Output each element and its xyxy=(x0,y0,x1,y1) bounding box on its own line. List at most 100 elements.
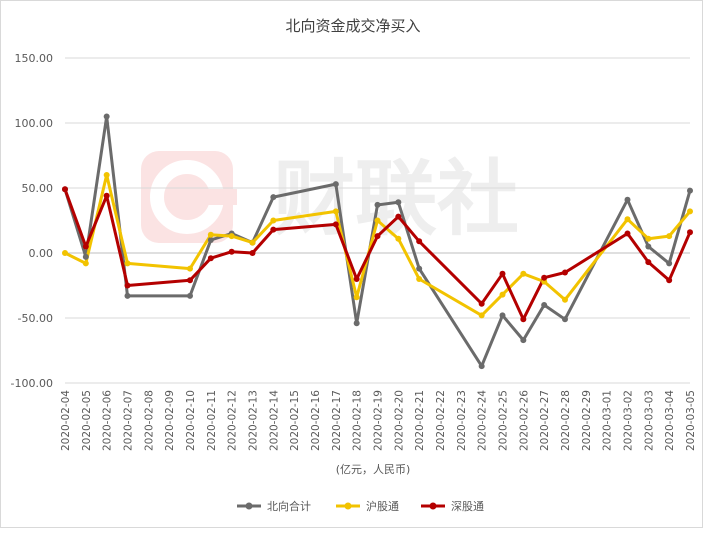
data-point xyxy=(478,363,485,370)
x-tick-label: 2020-02-18 xyxy=(352,390,364,451)
data-point xyxy=(187,265,193,272)
x-tick-label: 2020-03-05 xyxy=(685,390,697,451)
data-point xyxy=(249,239,256,246)
data-point xyxy=(520,270,527,277)
legend: 北向合计 沪股通 深股通 xyxy=(237,499,484,513)
data-point xyxy=(353,294,360,301)
data-point xyxy=(207,231,214,238)
y-tick-label: 150.00 xyxy=(15,52,54,65)
x-tick-label: 2020-03-02 xyxy=(623,390,635,451)
data-point xyxy=(562,316,568,323)
y-tick-label: 50.00 xyxy=(22,182,54,195)
data-point xyxy=(103,172,110,178)
data-point xyxy=(270,226,277,233)
data-point xyxy=(353,276,360,282)
x-tick-label: 2020-02-28 xyxy=(560,390,572,451)
data-point xyxy=(374,217,381,224)
data-point xyxy=(62,250,68,256)
chart-title: 北向资金成交净买入 xyxy=(285,17,420,35)
data-point xyxy=(353,320,360,327)
data-point xyxy=(124,282,131,289)
data-point xyxy=(82,243,89,250)
x-tick-label: 2020-02-06 xyxy=(102,390,114,451)
x-axis: 2020-02-04 2020-02-05 2020-02-06 2020-02-07… xyxy=(60,390,697,451)
y-tick-label: -100.00 xyxy=(11,377,53,390)
x-tick-label: 2020-02-09 xyxy=(164,390,176,451)
data-point xyxy=(687,229,693,236)
data-point xyxy=(478,312,485,319)
data-point xyxy=(249,250,256,256)
data-point xyxy=(541,274,548,281)
data-point xyxy=(332,208,339,215)
data-point xyxy=(478,300,485,307)
data-point xyxy=(499,291,506,298)
x-tick-label: 2020-02-15 xyxy=(289,390,301,451)
data-point xyxy=(187,292,193,299)
data-point xyxy=(687,208,693,215)
x-tick-label: 2020-02-08 xyxy=(143,390,155,451)
data-point xyxy=(666,260,673,267)
data-point xyxy=(645,243,652,250)
data-point xyxy=(228,233,235,240)
x-tick-label: 2020-02-16 xyxy=(310,390,322,451)
data-point xyxy=(416,276,423,282)
data-point xyxy=(687,187,693,194)
y-axis: 150.00 100.00 50.00 0.00 -50.00 -100.00 xyxy=(11,52,53,390)
data-point xyxy=(395,199,402,206)
x-tick-label: 2020-02-22 xyxy=(435,390,447,451)
legend-label-1: 沪股通 xyxy=(366,499,399,513)
x-tick-label: 2020-02-27 xyxy=(539,390,551,451)
legend-label-2: 深股通 xyxy=(451,500,484,513)
data-point xyxy=(207,237,214,243)
data-point xyxy=(624,230,631,237)
data-point xyxy=(562,269,568,276)
data-point xyxy=(416,265,423,272)
data-point xyxy=(374,233,381,240)
x-tick-label: 2020-02-21 xyxy=(414,390,426,451)
data-point xyxy=(562,296,568,303)
data-point xyxy=(124,292,131,299)
legend-label-0: 北向合计 xyxy=(267,499,311,513)
x-tick-label: 2020-02-07 xyxy=(123,390,135,451)
data-point xyxy=(374,201,381,208)
gridlines xyxy=(65,57,690,384)
x-tick-label: 2020-02-25 xyxy=(498,390,510,451)
watermark-text: 财联社 xyxy=(273,152,519,247)
data-point xyxy=(541,302,548,308)
x-tick-label: 2020-02-04 xyxy=(60,390,72,451)
x-tick-label: 2020-02-26 xyxy=(518,390,530,451)
x-tick-label: 2020-02-11 xyxy=(206,390,218,451)
data-point xyxy=(520,316,527,323)
x-tick-label: 2020-02-05 xyxy=(81,390,93,451)
data-point xyxy=(82,260,89,267)
x-tick-label: 2020-02-23 xyxy=(456,390,468,451)
x-tick-label: 2020-02-10 xyxy=(185,390,197,451)
x-tick-label: 2020-02-24 xyxy=(477,390,489,451)
data-point xyxy=(270,217,277,224)
data-point xyxy=(103,113,110,120)
y-tick-label: -50.00 xyxy=(18,312,53,325)
legend-marker-0 xyxy=(245,502,253,510)
data-point xyxy=(187,277,193,284)
data-point xyxy=(207,255,214,262)
legend-marker-2 xyxy=(429,502,437,510)
x-tick-label: 2020-02-12 xyxy=(227,390,239,451)
data-point xyxy=(416,238,423,245)
x-tick-label: 2020-02-13 xyxy=(248,390,260,451)
legend-marker-1 xyxy=(344,502,352,510)
data-point xyxy=(124,260,131,267)
data-point xyxy=(395,235,402,242)
data-point xyxy=(499,312,506,319)
data-point xyxy=(332,181,339,188)
data-point xyxy=(395,213,402,220)
x-axis-label: (亿元，人民币) xyxy=(336,463,411,476)
x-tick-label: 2020-03-04 xyxy=(664,390,676,451)
data-point xyxy=(228,248,235,255)
data-point xyxy=(666,277,673,284)
data-point xyxy=(520,337,527,344)
data-point xyxy=(332,221,339,228)
watermark-logo xyxy=(141,151,237,243)
x-tick-label: 2020-02-14 xyxy=(268,390,280,451)
